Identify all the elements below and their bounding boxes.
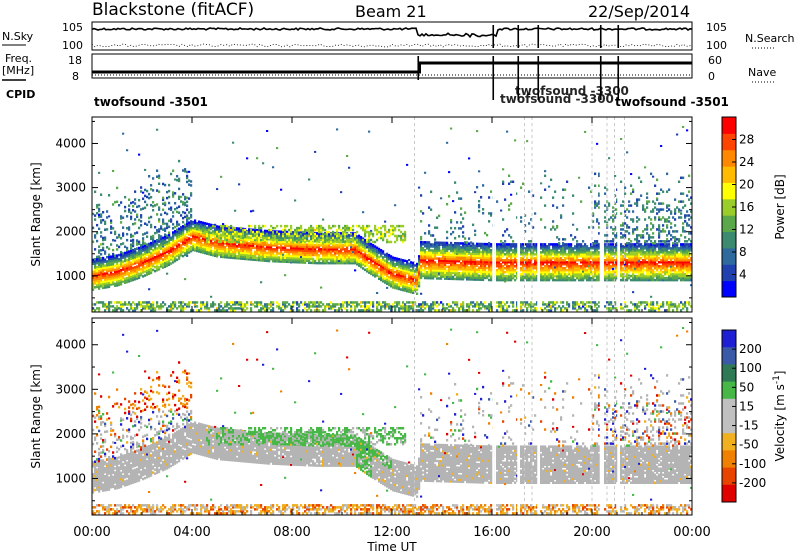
velocity-colorbar-segment: [722, 330, 736, 348]
xtick-label: 08:00: [273, 525, 310, 540]
power-colorbar-tick-label: 16: [739, 200, 754, 214]
velocity-colorbar-segment: [722, 347, 736, 365]
velocity-colorbar-frame: [721, 329, 737, 503]
power-colorbar-tick-label: 12: [739, 223, 754, 237]
power-colorbar-label: Power [dB]: [773, 174, 787, 239]
freq-series: [92, 61, 692, 74]
velocity-colorbar-segment: [722, 364, 736, 383]
velocity-ytick-label: 4000: [55, 338, 86, 352]
power-colorbar-segment: [722, 149, 736, 167]
velocity-colorbar-segment: [722, 467, 736, 486]
power-colorbar-tick-label: 4: [739, 268, 747, 282]
freq-label: Freq.: [5, 52, 32, 65]
xtick-label: 16:00: [473, 525, 510, 540]
velocity-colorbar-segment: [722, 433, 736, 451]
power-heatmap: [92, 125, 692, 312]
power-colorbar-segment: [722, 280, 736, 298]
power-colorbar-segment: [722, 166, 736, 183]
cpid-end-text: twofsound -3501: [615, 95, 729, 109]
beam-title: Beam 21: [355, 2, 427, 21]
freq-tick-top: 18: [68, 54, 82, 67]
velocity-ytick-label: 3000: [55, 382, 86, 396]
cpid-label: CPID: [6, 88, 35, 101]
power-colorbar-segment: [722, 215, 736, 233]
power-ytick-label: 4000: [55, 136, 86, 150]
velocity-colorbar-tick-label: 100: [739, 361, 762, 375]
nsky-series: [91, 27, 693, 39]
power-ytick-label: 2000: [55, 225, 86, 239]
velocity-colorbar-label: Velocity [m s-1]: [772, 371, 787, 462]
velocity-colorbar-tick-label: 50: [739, 380, 754, 394]
date-title: 22/Sep/2014: [588, 2, 691, 21]
velocity-ytick-label: 2000: [55, 427, 86, 441]
power-colorbar-segment: [722, 247, 736, 265]
velocity-colorbar-segment: [722, 381, 736, 400]
freq-panel-frame: [91, 53, 693, 79]
velocity-colorbar-tick-label: -100: [739, 457, 766, 471]
power-colorbar-segment: [722, 133, 736, 151]
noise-tick-top-right: 105: [706, 21, 727, 34]
velocity-colorbar-segment: [722, 416, 736, 434]
nave-label: Nave: [748, 66, 776, 79]
xtick-label: 00:00: [673, 525, 710, 540]
freq-unit: [MHz]: [2, 64, 34, 77]
xtick-label: 00:00: [73, 525, 110, 540]
noise-panel-frame: [91, 21, 693, 51]
noise-tick-top-left: 105: [62, 21, 83, 34]
nsky-label: N.Sky: [2, 30, 34, 43]
power-colorbar-segment: [722, 231, 736, 249]
x-axis-label: Time UT: [366, 540, 417, 554]
power-colorbar-segment: [722, 117, 736, 134]
freq-tick-bottom: 8: [72, 70, 79, 83]
nsearch-series: [91, 43, 693, 48]
station-title: Blackstone (fitACF): [92, 0, 255, 20]
velocity-colorbar-segment: [722, 398, 736, 417]
power-ytick-label: 3000: [55, 181, 86, 195]
power-colorbar-tick-label: 8: [739, 245, 747, 259]
xtick-label: 12:00: [373, 525, 410, 540]
cpid-start-text: twofsound -3501: [94, 95, 208, 109]
velocity-ylabel: Slant Range [km]: [29, 364, 43, 468]
nsearch-label: N.Search: [745, 32, 795, 45]
velocity-colorbar-tick-label: 15: [739, 399, 754, 413]
velocity-ytick-label: 1000: [55, 471, 86, 485]
velocity-colorbar-tick-label: -15: [739, 419, 759, 433]
velocity-heatmap: [92, 327, 692, 515]
velocity-colorbar-segment: [722, 484, 736, 503]
velocity-colorbar-tick-label: 200: [739, 342, 762, 356]
power-colorbar-segment: [722, 198, 736, 216]
velocity-colorbar-segment: [722, 450, 736, 469]
xtick-label: 20:00: [573, 525, 610, 540]
power-colorbar-tick-label: 28: [739, 133, 754, 147]
cpid-mid-text: twofsound -3300: [500, 92, 614, 106]
xtick-label: 04:00: [173, 525, 210, 540]
cpid-mid-text-2: twofsound -3300: [515, 84, 629, 98]
power-colorbar-segment: [722, 182, 736, 200]
power-ytick-label: 1000: [55, 269, 86, 283]
noise-tick-bottom-right: 100: [706, 39, 727, 52]
velocity-colorbar-tick-label: -50: [739, 438, 759, 452]
noise-tick-bottom-left: 100: [62, 39, 83, 52]
power-colorbar-tick-label: 20: [739, 178, 754, 192]
power-colorbar-segment: [722, 264, 736, 282]
velocity-colorbar-tick-label: -200: [739, 476, 766, 490]
nave-tick-top: 60: [708, 54, 722, 67]
power-ylabel: Slant Range [km]: [29, 162, 43, 266]
nave-tick-bottom: 0: [708, 70, 715, 83]
power-colorbar-tick-label: 24: [739, 155, 754, 169]
